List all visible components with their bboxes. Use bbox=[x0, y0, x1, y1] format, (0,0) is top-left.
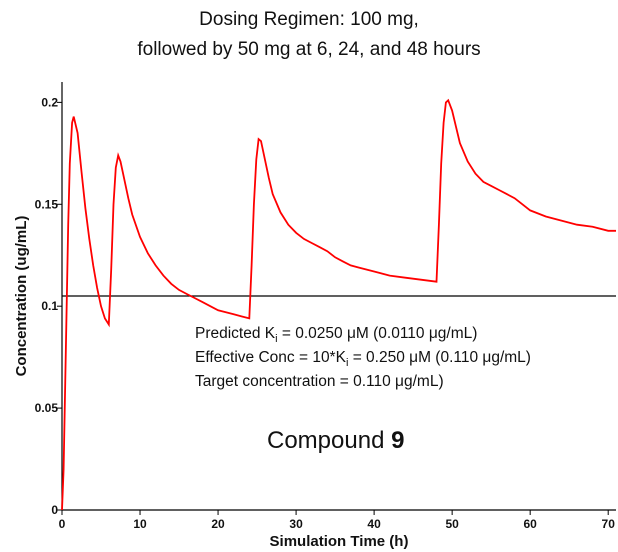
y-tick-label: 0.2 bbox=[41, 95, 58, 109]
x-tick-label: 0 bbox=[59, 517, 66, 531]
x-tick-label: 70 bbox=[602, 517, 616, 531]
x-tick-label: 10 bbox=[133, 517, 147, 531]
y-tick-label: 0.05 bbox=[35, 401, 59, 415]
annotation-target-concentration: Target concentration = 0.110 μg/mL) bbox=[195, 373, 444, 390]
y-tick-label: 0.1 bbox=[41, 299, 58, 313]
annotation-predicted-ki: Predicted Ki = 0.0250 μM (0.0110 μg/mL) bbox=[195, 325, 477, 345]
x-axis-label: Simulation Time (h) bbox=[270, 533, 409, 550]
x-tick-label: 60 bbox=[523, 517, 537, 531]
chart-subtitle: followed by 50 mg at 6, 24, and 48 hours bbox=[137, 39, 481, 60]
chart-title: Dosing Regimen: 100 mg, bbox=[199, 9, 419, 30]
compound-label: Compound 9 bbox=[267, 427, 404, 454]
concentration-curve bbox=[61, 98, 616, 511]
y-axis-label: Concentration (ug/mL) bbox=[13, 216, 30, 377]
x-tick-label: 40 bbox=[367, 517, 381, 531]
x-tick-label: 30 bbox=[289, 517, 303, 531]
y-tick-label: 0 bbox=[51, 503, 58, 517]
annotation-effective-conc: Effective Conc = 10*Ki = 0.250 μM (0.110… bbox=[195, 349, 531, 369]
x-tick-label: 50 bbox=[445, 517, 459, 531]
x-axis-ticks: 0 10 20 30 40 50 60 70 bbox=[59, 510, 616, 531]
y-tick-label: 0.15 bbox=[35, 197, 59, 211]
x-tick-label: 20 bbox=[211, 517, 225, 531]
y-axis-ticks: 0 0.05 0.1 0.15 0.2 bbox=[35, 95, 62, 517]
